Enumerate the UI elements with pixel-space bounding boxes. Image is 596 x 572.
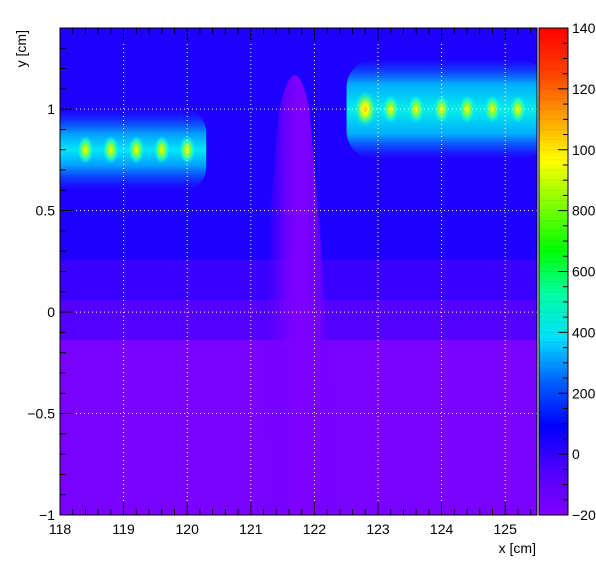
hotspot	[77, 135, 94, 164]
x-tick-label: 121	[239, 521, 263, 537]
plume	[267, 75, 336, 515]
hotspot	[433, 95, 450, 124]
hotspot	[459, 95, 476, 124]
hotspot	[354, 91, 377, 128]
colorbar-tick-label: 1000	[572, 142, 596, 158]
hotspot	[382, 95, 399, 124]
y-axis: −1 −0.5 0 0.5 1	[27, 27, 73, 523]
plot-area	[60, 28, 537, 515]
hotspot	[509, 95, 526, 124]
colorbar-tick-label: 1400	[572, 20, 596, 36]
colorbar-axis: −200 0 200 400 600 800 1000 1200 1400	[558, 20, 596, 523]
y-tick-label: 0.5	[36, 203, 56, 219]
hotspot	[179, 135, 196, 164]
x-axis: 118 119 120 121 122 123 124 125	[49, 28, 532, 537]
hotspot	[128, 135, 145, 164]
y-tick-label: −1	[39, 507, 55, 523]
y-tick-label: 1	[47, 101, 55, 117]
x-tick-label: 125	[494, 521, 518, 537]
hotspot	[153, 135, 170, 164]
x-tick-label: 123	[366, 521, 390, 537]
x-axis-label: x [cm]	[499, 540, 536, 556]
x-tick-label: 118	[49, 521, 72, 537]
y-axis-label: y [cm]	[13, 30, 29, 67]
colorbar-tick-label: 200	[572, 385, 596, 401]
colorbar-tick-label: 800	[572, 203, 596, 219]
colorbar-tick-label: −200	[572, 507, 596, 523]
colorbar-tick-label: 600	[572, 264, 596, 280]
y-tick-label: −0.5	[27, 406, 55, 422]
y-tick-label: 0	[47, 304, 55, 320]
colorbar-tick-label: 1200	[572, 81, 596, 97]
x-tick-label: 120	[176, 521, 200, 537]
x-tick-label: 122	[303, 521, 327, 537]
x-tick-label: 124	[430, 521, 454, 537]
colorbar-tick-label: 0	[572, 446, 580, 462]
x-tick-label: 119	[112, 521, 135, 537]
colorbar-tick-label: 400	[572, 324, 596, 340]
hotspot	[102, 135, 119, 164]
